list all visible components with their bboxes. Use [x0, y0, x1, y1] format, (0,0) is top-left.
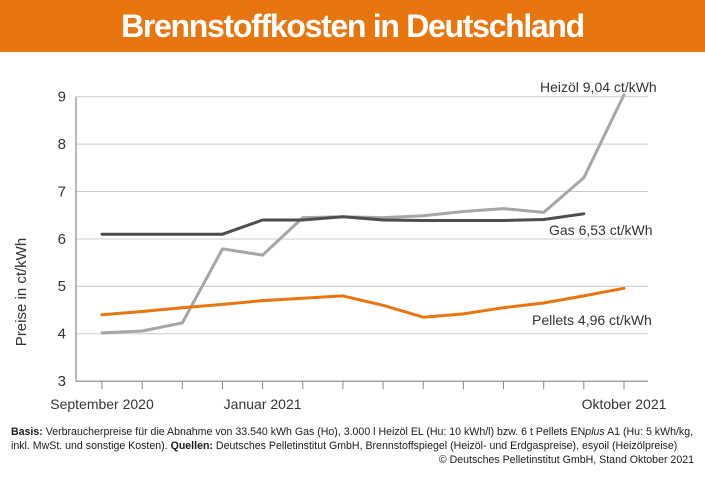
svg-text:6: 6 — [58, 231, 66, 248]
svg-text:Gas 6,53 ct/kWh: Gas 6,53 ct/kWh — [549, 222, 652, 238]
svg-text:5: 5 — [58, 278, 66, 295]
svg-text:Pellets 4,96 ct/kWh: Pellets 4,96 ct/kWh — [532, 312, 652, 328]
svg-text:4: 4 — [58, 326, 66, 343]
svg-text:Heizöl 9,04 ct/kWh: Heizöl 9,04 ct/kWh — [540, 79, 657, 95]
svg-text:3: 3 — [58, 373, 66, 390]
svg-text:8: 8 — [58, 136, 66, 153]
svg-text:9: 9 — [58, 89, 66, 106]
svg-text:September 2020: September 2020 — [50, 396, 154, 412]
svg-text:Oktober 2021: Oktober 2021 — [582, 396, 667, 412]
svg-text:Januar 2021: Januar 2021 — [224, 396, 302, 412]
svg-text:7: 7 — [58, 183, 66, 200]
svg-text:Preise in ct/kWh: Preise in ct/kWh — [13, 238, 30, 346]
